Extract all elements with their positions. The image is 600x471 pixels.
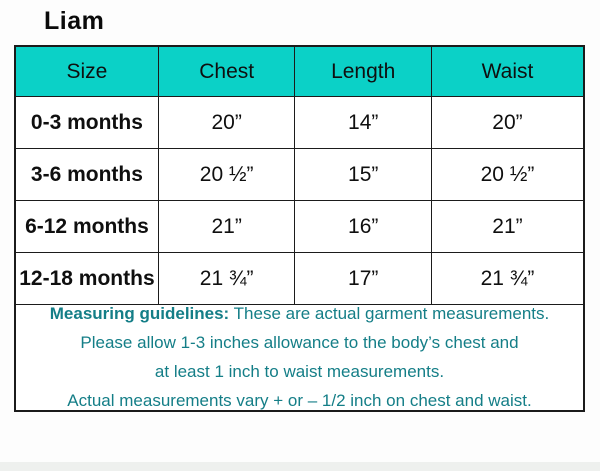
size-cell: 6-12 months bbox=[14, 200, 159, 253]
header-row: Size Chest Length Waist bbox=[14, 45, 585, 97]
header-cell-size: Size bbox=[14, 45, 159, 97]
header-cell-length: Length bbox=[294, 45, 432, 97]
page-edge-shadow bbox=[0, 462, 600, 471]
guidelines-line-3: at least 1 inch to waist measurements. bbox=[154, 362, 445, 381]
waist-cell: 21 ¾” bbox=[430, 252, 585, 305]
header-cell-chest: Chest bbox=[157, 45, 296, 97]
length-cell: 16” bbox=[294, 200, 432, 253]
size-cell: 0-3 months bbox=[14, 96, 159, 149]
guidelines-line-4: Actual measurements vary + or – 1/2 inch… bbox=[67, 391, 532, 410]
guidelines-line-1: Measuring guidelines: These are actual g… bbox=[16, 305, 583, 323]
length-cell: 17” bbox=[294, 252, 432, 305]
guidelines-row: Measuring guidelines: These are actual g… bbox=[14, 304, 585, 412]
table-row: 12-18 months 21 ¾” 17” 21 ¾” bbox=[14, 252, 585, 305]
page-title: Liam bbox=[44, 7, 105, 35]
waist-cell: 21” bbox=[430, 200, 585, 253]
chest-cell: 20” bbox=[157, 96, 296, 149]
chest-cell: 20 ½” bbox=[157, 148, 296, 201]
guidelines-line-1-text: These are actual garment measurements. bbox=[229, 304, 550, 323]
table-row: 0-3 months 20” 14” 20” bbox=[14, 96, 585, 149]
length-cell: 14” bbox=[294, 96, 432, 149]
chest-cell: 21 ¾” bbox=[157, 252, 296, 305]
chest-cell: 21” bbox=[157, 200, 296, 253]
guidelines-line-2: Please allow 1-3 inches allowance to the… bbox=[80, 333, 519, 352]
waist-cell: 20 ½” bbox=[430, 148, 585, 201]
waist-cell: 20” bbox=[430, 96, 585, 149]
header-cell-waist: Waist bbox=[430, 45, 585, 97]
table-row: 6-12 months 21” 16” 21” bbox=[14, 200, 585, 253]
size-cell: 12-18 months bbox=[14, 252, 159, 305]
measuring-guidelines: Measuring guidelines: These are actual g… bbox=[14, 304, 585, 412]
guidelines-label: Measuring guidelines: bbox=[49, 304, 230, 323]
size-chart-table: Size Chest Length Waist 0-3 months 20” 1… bbox=[14, 45, 585, 412]
length-cell: 15” bbox=[294, 148, 432, 201]
size-cell: 3-6 months bbox=[14, 148, 159, 201]
table-row: 3-6 months 20 ½” 15” 20 ½” bbox=[14, 148, 585, 201]
